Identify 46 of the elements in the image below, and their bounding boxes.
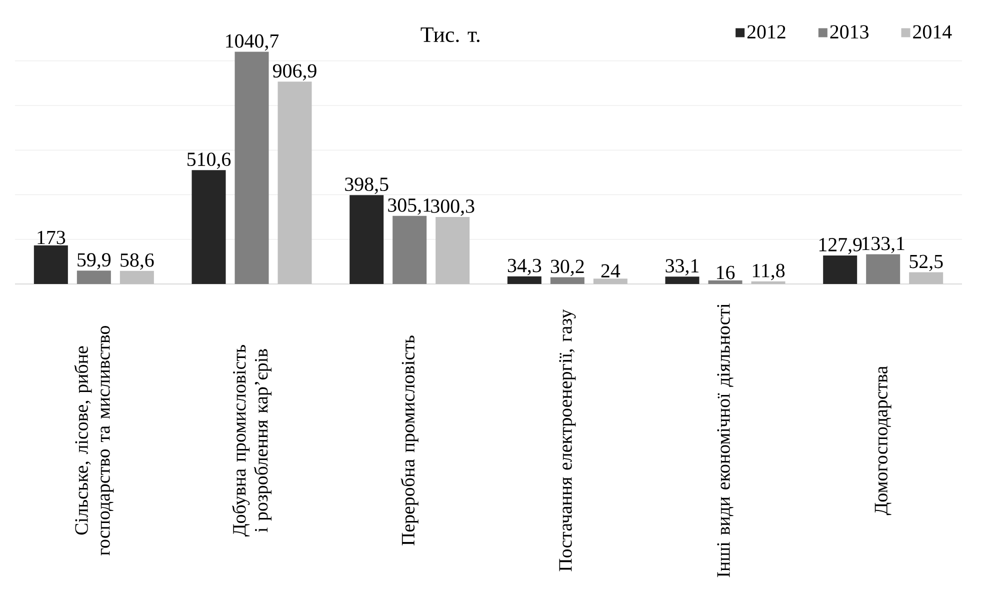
legend-label: 2014 bbox=[913, 25, 952, 39]
bar bbox=[593, 278, 628, 284]
data-label: 52,5 bbox=[910, 254, 943, 272]
bar bbox=[550, 277, 584, 284]
bar bbox=[76, 270, 111, 284]
x-tick-label: Постачання електроенергії, газу bbox=[559, 309, 576, 572]
x-tick-label: Інші види економічної діяльності bbox=[717, 304, 734, 578]
bar bbox=[120, 270, 154, 284]
data-label: 34,3 bbox=[508, 258, 542, 276]
data-label: 133,1 bbox=[862, 236, 904, 254]
bar bbox=[278, 82, 312, 284]
data-label: 305,1 bbox=[388, 198, 431, 215]
data-label: 30,2 bbox=[550, 260, 584, 276]
bar bbox=[192, 170, 226, 284]
bar bbox=[751, 281, 786, 284]
bar bbox=[436, 216, 470, 284]
data-label: 16 bbox=[717, 266, 735, 280]
data-label: 398,5 bbox=[345, 178, 388, 194]
bar bbox=[350, 195, 384, 284]
x-tick-label: Домогосподарства bbox=[874, 366, 892, 516]
data-label: 58,6 bbox=[120, 253, 154, 270]
x-tick-label: Добувна промисловість і розроблення кар’єрів bbox=[232, 344, 272, 536]
x-tick-label: Сільське, лісове, рибне господарство та мисливство bbox=[74, 326, 114, 556]
bar bbox=[234, 52, 269, 284]
x-tick-label: Переробна промисловість bbox=[400, 336, 418, 546]
data-label: 1040,7 bbox=[226, 34, 279, 51]
data-label: 906,9 bbox=[272, 64, 316, 80]
data-label: 300,3 bbox=[431, 199, 474, 216]
bar bbox=[708, 280, 742, 284]
bar bbox=[665, 276, 700, 284]
legend-label: 2012 bbox=[747, 25, 786, 39]
bar bbox=[823, 255, 858, 284]
legend-label: 2013 bbox=[830, 25, 868, 39]
data-label: 33,1 bbox=[666, 259, 698, 276]
data-label: 24 bbox=[601, 264, 620, 278]
data-label: 173 bbox=[38, 230, 66, 244]
data-label: 59,9 bbox=[78, 253, 111, 270]
bar bbox=[34, 245, 68, 284]
data-label: 510,6 bbox=[188, 152, 231, 169]
bar bbox=[909, 272, 944, 284]
data-label: 127,9 bbox=[819, 238, 862, 254]
data-label: 11,8 bbox=[752, 264, 785, 280]
bar bbox=[507, 276, 542, 284]
bar bbox=[392, 216, 427, 284]
chart-title: Тис. т. bbox=[420, 27, 480, 42]
bar bbox=[866, 254, 900, 284]
